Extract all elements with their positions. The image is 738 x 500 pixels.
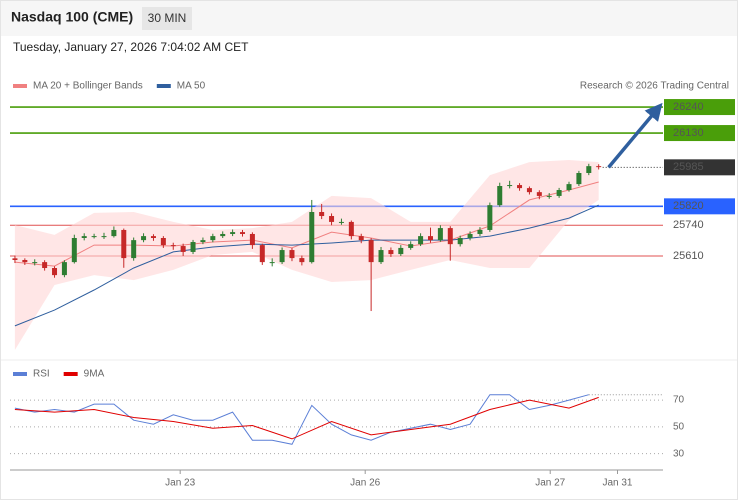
candle-body bbox=[497, 186, 503, 206]
candle-body bbox=[467, 233, 473, 238]
candle-body bbox=[210, 236, 216, 241]
candle-body bbox=[408, 244, 414, 248]
candle-body bbox=[348, 221, 354, 237]
candle-body bbox=[81, 236, 87, 238]
level-box bbox=[664, 159, 735, 176]
candle-body bbox=[319, 212, 325, 217]
candle-body bbox=[477, 229, 483, 234]
candle-body bbox=[101, 236, 107, 238]
line bbox=[14, 394, 589, 445]
y-tick-label: 30 bbox=[673, 448, 685, 459]
candle-body bbox=[249, 233, 255, 246]
candle-body bbox=[279, 250, 285, 263]
candle-body bbox=[131, 240, 137, 259]
candle-body bbox=[576, 173, 582, 185]
candle-body bbox=[418, 236, 424, 245]
candle-body bbox=[586, 166, 592, 173]
candle-body bbox=[32, 262, 38, 264]
candle-body bbox=[338, 221, 344, 223]
x-tick-label: Jan 23 bbox=[165, 478, 195, 489]
chart-title: Nasdaq 100 (CME) bbox=[11, 9, 133, 25]
candle-body bbox=[437, 228, 443, 241]
legend-label: 9MA bbox=[84, 369, 105, 380]
level-label: 25740 bbox=[673, 219, 704, 231]
level-label: 26240 bbox=[673, 101, 704, 113]
header-bar bbox=[0, 0, 738, 36]
candle-body bbox=[160, 238, 166, 246]
candle-body bbox=[526, 188, 532, 193]
candle-body bbox=[487, 205, 493, 230]
candle-body bbox=[398, 247, 404, 255]
candle-body bbox=[61, 262, 67, 276]
candle-body bbox=[269, 262, 275, 264]
candle-body bbox=[170, 245, 176, 247]
candle-body bbox=[259, 245, 265, 263]
candle-body bbox=[378, 250, 384, 263]
y-tick-label: 70 bbox=[673, 395, 685, 406]
legend-swatch bbox=[13, 84, 27, 88]
candle-body bbox=[368, 240, 374, 263]
level-label: 25985 bbox=[673, 161, 704, 173]
candle-body bbox=[71, 238, 77, 263]
candle-body bbox=[240, 232, 246, 234]
timeframe[interactable]: 30 MIN bbox=[148, 11, 187, 25]
x-tick-label: Jan 26 bbox=[350, 478, 380, 489]
level-label: 25820 bbox=[673, 200, 704, 212]
legend-label: MA 50 bbox=[177, 81, 206, 92]
legend-swatch bbox=[63, 372, 78, 376]
candle-body bbox=[150, 236, 156, 238]
candle-body bbox=[52, 268, 58, 276]
candle-body bbox=[388, 250, 394, 255]
candle-body bbox=[22, 259, 28, 263]
candle-body bbox=[121, 229, 127, 259]
candle-body bbox=[358, 236, 364, 241]
candle-body bbox=[220, 233, 226, 237]
x-tick-label: Jan 27 bbox=[535, 478, 565, 489]
candle-body bbox=[289, 250, 295, 259]
candle-body bbox=[546, 195, 552, 197]
candle-body bbox=[329, 216, 335, 222]
candle-body bbox=[566, 184, 572, 191]
legend-label: MA 20 + Bollinger Bands bbox=[33, 81, 143, 92]
candle-body bbox=[507, 185, 513, 187]
legend-swatch bbox=[13, 372, 27, 376]
credit: Research © 2026 Trading Central bbox=[580, 81, 729, 92]
level-box bbox=[664, 198, 735, 215]
candle-body bbox=[42, 262, 48, 269]
candle-body bbox=[141, 236, 147, 241]
line bbox=[14, 396, 599, 440]
level-label: 26130 bbox=[673, 127, 704, 139]
level-box bbox=[664, 99, 735, 116]
candle-body bbox=[12, 258, 18, 260]
candle-body bbox=[200, 240, 206, 243]
x-tick-label: Jan 31 bbox=[602, 478, 632, 489]
candle-body bbox=[91, 236, 97, 238]
candle-body bbox=[596, 166, 602, 168]
level-box bbox=[664, 125, 735, 142]
level-label: 25610 bbox=[673, 250, 704, 262]
legend-label: RSI bbox=[33, 369, 50, 380]
candle-body bbox=[190, 242, 196, 252]
legend-swatch bbox=[156, 84, 171, 88]
candle-body bbox=[536, 192, 542, 196]
y-tick-label: 50 bbox=[673, 421, 685, 432]
timeframe-box[interactable] bbox=[142, 7, 192, 30]
date: Tuesday, January 27, 2026 7:04:02 AM CET bbox=[13, 40, 249, 54]
candle-body bbox=[556, 190, 562, 196]
candle-body bbox=[299, 258, 305, 263]
candle-body bbox=[309, 212, 315, 263]
candle-body bbox=[457, 238, 463, 245]
candle-body bbox=[111, 229, 117, 237]
candle-body bbox=[517, 185, 523, 189]
projection-arrow bbox=[607, 102, 663, 169]
candle-body bbox=[180, 246, 186, 252]
candle-body bbox=[447, 228, 453, 245]
candle-body bbox=[427, 236, 433, 241]
bollinger-band bbox=[14, 160, 599, 350]
candle-body bbox=[230, 232, 236, 234]
